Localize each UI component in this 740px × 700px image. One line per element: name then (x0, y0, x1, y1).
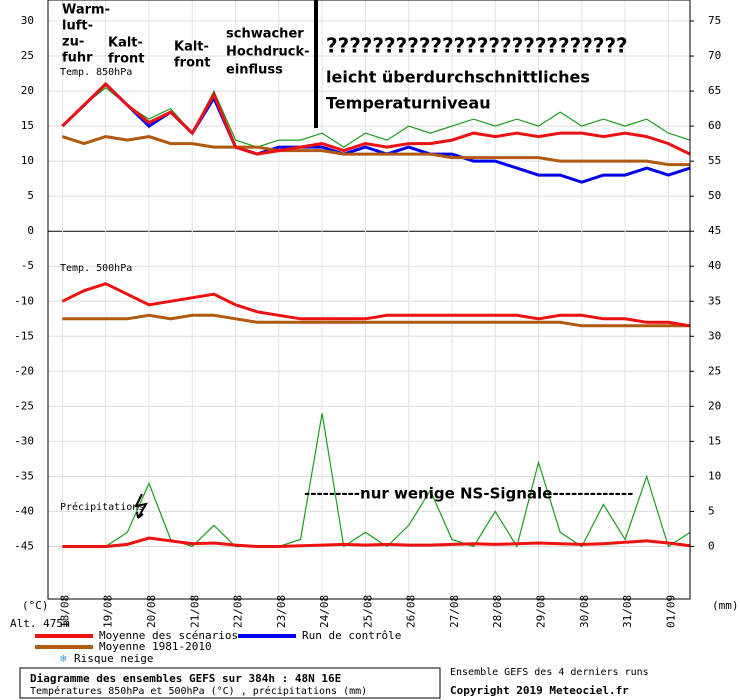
y-tick-label: 10 (21, 154, 34, 167)
annotation: leicht überdurchschnittliches (326, 68, 590, 87)
footer-subtitle: Températures 850hPa et 500hPa (°C) , pré… (30, 685, 367, 697)
y2-tick-label: 15 (708, 434, 721, 447)
y2-tick-label: 30 (708, 329, 721, 342)
y2-tick-label: 60 (708, 119, 721, 132)
y2-tick-label: 65 (708, 84, 721, 97)
y-tick-label: 5 (27, 189, 34, 202)
y-tick-label: -30 (14, 434, 34, 447)
annotation: ---------nur wenige NS-Signale----------… (304, 485, 633, 503)
x-tick-label: 26/08 (405, 595, 418, 628)
altitude: Alt. 475m (10, 617, 70, 630)
footer-title: Diagramme des ensembles GEFS sur 384h : … (30, 672, 341, 685)
y2-tick-label: 0 (708, 539, 715, 552)
annotation: front (108, 52, 144, 67)
y2-unit: (mm) (712, 599, 739, 612)
panel-label: Précipitations (60, 501, 144, 513)
x-tick-label: 23/08 (275, 595, 288, 628)
annotation: Hochdruck- (226, 45, 310, 60)
y-tick-label: 30 (21, 14, 34, 27)
y-tick-label: -40 (14, 504, 34, 517)
x-tick-label: 29/08 (535, 595, 548, 628)
legend-label: Moyenne 1981-2010 (99, 640, 212, 653)
annotation: Kalt- (108, 36, 143, 51)
snow-icon: ❄ (60, 652, 67, 665)
x-tick-label: 25/08 (361, 595, 374, 628)
x-tick-label: 24/08 (318, 595, 331, 628)
panel-label: Temp. 850hPa (60, 67, 132, 78)
y2-tick-label: 35 (708, 294, 721, 307)
series-line (61, 86, 691, 148)
y2-tick-label: 5 (708, 504, 715, 517)
x-tick-label: 18/08 (58, 595, 71, 628)
x-tick-label: 30/08 (578, 595, 591, 628)
y2-tick-label: 10 (708, 469, 721, 482)
annotation: einfluss (226, 63, 283, 78)
y-tick-label: -15 (14, 329, 34, 342)
series-line (62, 536, 691, 548)
lightning-icon (134, 493, 148, 519)
annotation: Temperaturniveau (326, 94, 491, 113)
y2-tick-label: 55 (708, 154, 721, 167)
y2-tick-label: 45 (708, 224, 721, 237)
footer-note: Ensemble GEFS des 4 derniers runs (450, 667, 649, 678)
series-line (62, 313, 690, 328)
series-line (61, 282, 691, 328)
series-line (62, 413, 691, 549)
legend-label: Run de contrôle (302, 629, 401, 642)
y-tick-label: -35 (14, 469, 34, 482)
y-tick-label: -20 (14, 364, 34, 377)
y-tick-label: -25 (14, 399, 34, 412)
plot-frame (47, 0, 691, 600)
y-tick-label: -5 (21, 259, 34, 272)
y-tick-label: -10 (14, 294, 34, 307)
y2-tick-label: 75 (708, 14, 721, 27)
plot (61, 82, 691, 549)
annotation: front (174, 56, 210, 71)
annotation: Warm- (62, 3, 110, 18)
x-tick-label: 31/08 (621, 595, 634, 628)
x-tick-label: 21/08 (188, 595, 201, 628)
y2-tick-label: 25 (708, 364, 721, 377)
y2-tick-label: 70 (708, 49, 721, 62)
annotation: ?????????????????????????? (326, 34, 628, 58)
x-tick-label: 19/08 (102, 595, 115, 628)
grid (48, 0, 694, 599)
x-tick-label: 01/09 (664, 595, 677, 628)
copyright: Copyright 2019 Meteociel.fr (450, 684, 629, 697)
panel-label: Temp. 500hPa (60, 263, 132, 274)
series-line (61, 135, 690, 167)
annotation: fuhr (62, 51, 93, 66)
series-line (61, 82, 691, 156)
annotation: schwacher (226, 27, 304, 42)
footer-box (19, 667, 441, 699)
y2-tick-label: 20 (708, 399, 721, 412)
annotation: luft- (62, 19, 93, 34)
annotation: Kalt- (174, 40, 209, 55)
snow-legend: Risque neige (74, 652, 153, 665)
x-tick-label: 28/08 (491, 595, 504, 628)
x-tick-label: 27/08 (448, 595, 461, 628)
overlay: 302520151050-5-10-15-20-25-30-35-40-4575… (10, 3, 739, 698)
y-tick-label: 25 (21, 49, 34, 62)
y2-tick-label: 40 (708, 259, 721, 272)
x-tick-label: 22/08 (232, 595, 245, 628)
y-tick-label: -45 (14, 539, 34, 552)
y-tick-label: 15 (21, 119, 34, 132)
annotation: zu- (62, 35, 84, 50)
y-tick-label: 20 (21, 84, 34, 97)
x-tick-label: 20/08 (145, 595, 158, 628)
y-unit: (°C) (22, 599, 49, 612)
legend-label: Moyenne des scénarios (99, 629, 238, 642)
y-tick-label: 0 (27, 224, 34, 237)
y2-tick-label: 50 (708, 189, 721, 202)
